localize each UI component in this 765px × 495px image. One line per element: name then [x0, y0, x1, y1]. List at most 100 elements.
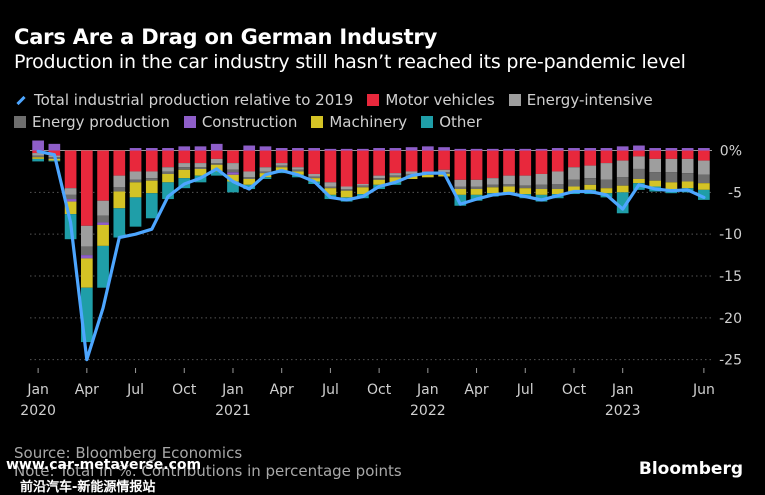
- bar-segment: [665, 172, 678, 183]
- bar-segment: [616, 177, 629, 186]
- swatch-icon: [367, 94, 380, 106]
- bar-segment: [698, 189, 710, 200]
- bar-segment: [162, 167, 174, 172]
- bar-segment: [357, 150, 369, 184]
- bar-segment: [275, 165, 288, 168]
- bar-segment: [470, 179, 483, 187]
- bar-segment: [454, 179, 467, 187]
- bar-segment: [681, 173, 694, 182]
- x-tick-label: Oct: [367, 382, 392, 398]
- bar-segment: [275, 167, 288, 171]
- bar-segment: [48, 150, 61, 156]
- bar-segment: [584, 184, 597, 190]
- legend-item-motor-vehicles: Motor vehicles: [367, 89, 495, 111]
- bar-segment: [292, 150, 304, 168]
- watermark-text: 前沿汽车-新能源情报站: [20, 480, 156, 495]
- legend-item-other: Other: [421, 111, 482, 133]
- legend-item-total: Total industrial production relative to …: [14, 89, 353, 111]
- bar-segment: [584, 178, 597, 185]
- bar-segment: [275, 148, 288, 151]
- bar-segment: [97, 222, 109, 225]
- y-tick-label: -25: [719, 353, 742, 369]
- bar-segment: [227, 163, 239, 170]
- bar-segment: [503, 184, 515, 187]
- bar-segment: [600, 188, 613, 194]
- bar-segment: [227, 181, 239, 193]
- bar-segment: [470, 148, 483, 151]
- x-tick-label: Jul: [321, 382, 339, 398]
- bar-segment: [64, 201, 77, 215]
- bar-segment: [129, 179, 142, 183]
- x-tick-label: Oct: [562, 382, 587, 398]
- x-tick-label: Jan: [26, 382, 49, 398]
- bar-segment: [32, 153, 44, 156]
- bar-segment: [551, 150, 564, 172]
- bar-segment: [292, 169, 304, 172]
- y-tick-label: -20: [719, 311, 742, 327]
- bar-segment: [649, 180, 662, 187]
- bar-segment: [129, 182, 142, 198]
- bar-segment: [194, 168, 207, 176]
- bar-segment: [210, 150, 223, 159]
- bar-segment: [373, 148, 385, 151]
- bar-segment: [340, 150, 353, 187]
- bar-segment: [568, 186, 580, 192]
- bar-segment: [113, 187, 126, 192]
- bar-segment: [243, 171, 256, 178]
- bar-segment: [568, 179, 580, 187]
- bar-segment: [259, 146, 272, 151]
- watermark-url: www.car-metaverse.com: [6, 457, 202, 473]
- bar-segment: [145, 150, 158, 172]
- bar-segment: [389, 175, 402, 178]
- bar-segment: [129, 171, 142, 180]
- bar-segment: [324, 188, 337, 195]
- bar-segment: [292, 171, 304, 175]
- bloomberg-logo: Bloomberg: [638, 459, 743, 479]
- bar-segment: [633, 156, 645, 169]
- bar-segment: [275, 150, 288, 164]
- bar-segment: [243, 150, 256, 172]
- bar-segment: [178, 150, 191, 164]
- bar-segment: [616, 185, 629, 193]
- bar-segment: [551, 171, 564, 184]
- bar-segment: [649, 148, 662, 151]
- bar-segment: [64, 199, 77, 202]
- bar-segment: [503, 150, 515, 176]
- bar-segment: [324, 186, 337, 189]
- bar-segment: [454, 150, 467, 180]
- bar-segment: [389, 148, 402, 151]
- legend-label: Motor vehicles: [385, 91, 495, 109]
- bar-segment: [486, 178, 499, 185]
- bar-segment: [421, 174, 434, 178]
- bar-segment: [340, 186, 353, 190]
- legend-item-energy-production: Energy production: [14, 111, 170, 133]
- bar-segment: [486, 184, 499, 188]
- bar-segment: [633, 145, 645, 151]
- bar-segment: [535, 173, 548, 185]
- x-year-label: 2021: [215, 403, 251, 419]
- x-tick-label: Jul: [516, 382, 534, 398]
- bar-segment: [681, 158, 694, 174]
- bar-segment: [665, 182, 678, 190]
- bar-segment: [519, 188, 532, 195]
- bar-segment: [454, 148, 467, 151]
- bar-segment: [178, 167, 191, 170]
- bar-segment: [97, 245, 109, 288]
- bar-segment: [194, 146, 207, 151]
- bar-segment: [194, 163, 207, 168]
- bar-segment: [373, 150, 385, 176]
- bar-segment: [421, 146, 434, 151]
- chart-subtitle: Production in the car industry still has…: [14, 51, 686, 73]
- bar-segment: [649, 150, 662, 159]
- swatch-icon: [421, 116, 434, 128]
- bar-segment: [243, 177, 256, 179]
- bar-segment: [64, 188, 77, 195]
- bar-segment: [438, 169, 450, 173]
- bar-segment: [162, 173, 174, 183]
- bar-segment: [373, 178, 385, 180]
- bar-segment: [633, 178, 645, 184]
- bar-segment: [616, 146, 629, 151]
- bar-segment: [649, 158, 662, 173]
- bar-segment: [519, 148, 532, 151]
- bar-segment: [698, 174, 710, 184]
